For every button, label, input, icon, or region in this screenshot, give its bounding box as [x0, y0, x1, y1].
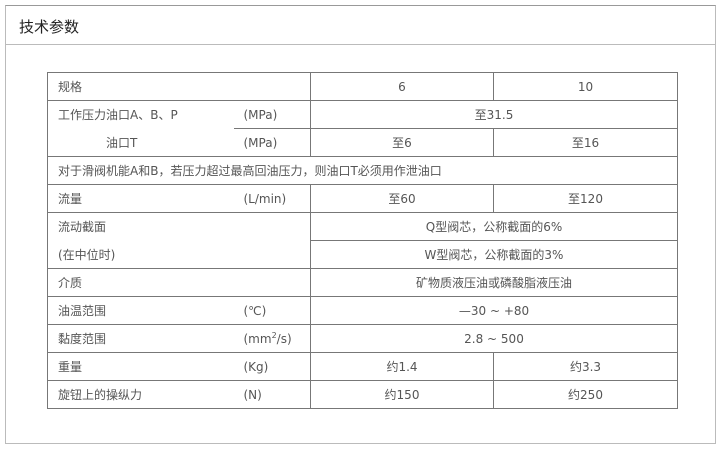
table-row: 对于滑阀机能A和B，若压力超过最高回油压力，则油口T必须用作泄油口 [47, 156, 678, 185]
pressure-a-unit: (MPa) [233, 100, 311, 129]
pressure-a-label: 工作压力油口A、B、P [47, 100, 234, 129]
pressure-a-value: 至31.5 [310, 100, 678, 129]
note: 对于滑阀机能A和B，若压力超过最高回油压力，则油口T必须用作泄油口 [47, 156, 678, 185]
temp-value: —30 ~ +80 [310, 296, 678, 325]
table-row: 油口T (MPa) 至6 至16 [47, 128, 678, 157]
table-row: 流量 (L/min) 至60 至120 [47, 184, 678, 213]
tech-params-panel: 技术参数 规格 6 10 工作压力油口A、B、P (MPa) 至31.5 油口T… [5, 5, 716, 444]
table-row: 重量 (Kg) 约1.4 约3.3 [47, 352, 678, 381]
visc-value: 2.8 ~ 500 [310, 324, 678, 353]
flow-6: 至60 [310, 184, 494, 213]
visc-unit-sup: 2 [271, 331, 277, 340]
pressure-t-10: 至16 [493, 128, 678, 157]
table-row: 旋钮上的操纵力 (N) 约150 约250 [47, 380, 678, 409]
force-label: 旋钮上的操纵力 [47, 380, 234, 409]
flow-10: 至120 [493, 184, 678, 213]
weight-label: 重量 [47, 352, 234, 381]
table-row: 油温范围 (℃) —30 ~ +80 [47, 296, 678, 325]
weight-6: 约1.4 [310, 352, 494, 381]
spec-table: 规格 6 10 工作压力油口A、B、P (MPa) 至31.5 油口T (MPa… [47, 72, 678, 409]
section-label-1: 流动截面 [47, 212, 311, 241]
temp-label: 油温范围 [47, 296, 234, 325]
table-row: 流动截面 Q型阀芯，公称截面的6% [47, 212, 678, 241]
pressure-t-unit: (MPa) [233, 128, 311, 157]
visc-unit-pre: (mm [243, 332, 272, 346]
flow-label: 流量 [47, 184, 234, 213]
force-unit: (N) [233, 380, 311, 409]
visc-label: 黏度范围 [47, 324, 234, 353]
table-row: 介质 矿物质液压油或磷酸脂液压油 [47, 268, 678, 297]
force-10: 约250 [493, 380, 678, 409]
table-row: 规格 6 10 [47, 72, 678, 101]
weight-10: 约3.3 [493, 352, 678, 381]
medium-label: 介质 [47, 268, 311, 297]
visc-unit-post: /s) [276, 332, 292, 346]
section-q: Q型阀芯，公称截面的6% [310, 212, 678, 241]
spec-10: 10 [493, 72, 678, 101]
section-w: W型阀芯，公称截面的3% [310, 240, 678, 269]
panel-header: 技术参数 [6, 6, 715, 45]
table-row: (在中位时) W型阀芯，公称截面的3% [47, 240, 678, 269]
medium-value: 矿物质液压油或磷酸脂液压油 [310, 268, 678, 297]
force-6: 约150 [310, 380, 494, 409]
weight-unit: (Kg) [233, 352, 311, 381]
temp-unit: (℃) [233, 296, 311, 325]
table-row: 工作压力油口A、B、P (MPa) 至31.5 [47, 100, 678, 129]
section-label-2: (在中位时) [47, 240, 311, 269]
flow-unit: (L/min) [233, 184, 311, 213]
table-row: 黏度范围 (mm2/s) 2.8 ~ 500 [47, 324, 678, 353]
spec-6: 6 [310, 72, 494, 101]
spec-label: 规格 [47, 72, 311, 101]
pressure-t-6: 至6 [310, 128, 494, 157]
panel-title: 技术参数 [19, 18, 80, 36]
pressure-t-label: 油口T [47, 128, 234, 157]
visc-unit: (mm2/s) [233, 324, 311, 353]
